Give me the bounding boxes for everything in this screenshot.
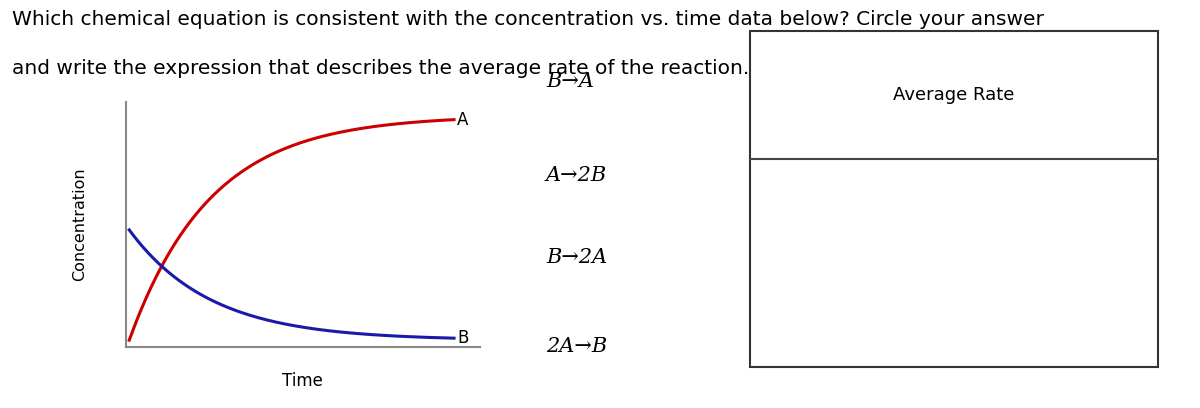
Text: B→2A: B→2A [546,248,607,266]
Text: Concentration: Concentration [72,168,88,281]
Text: B→A: B→A [546,72,594,91]
Text: Average Rate: Average Rate [893,86,1015,104]
Text: and write the expression that describes the average rate of the reaction.: and write the expression that describes … [12,59,749,78]
Text: A→2B: A→2B [546,166,607,185]
Text: B: B [457,329,469,347]
Text: 2A→B: 2A→B [546,337,607,356]
Text: A: A [457,111,469,129]
Text: Which chemical equation is consistent with the concentration vs. time data below: Which chemical equation is consistent wi… [12,10,1044,29]
Text: Time: Time [282,372,323,390]
